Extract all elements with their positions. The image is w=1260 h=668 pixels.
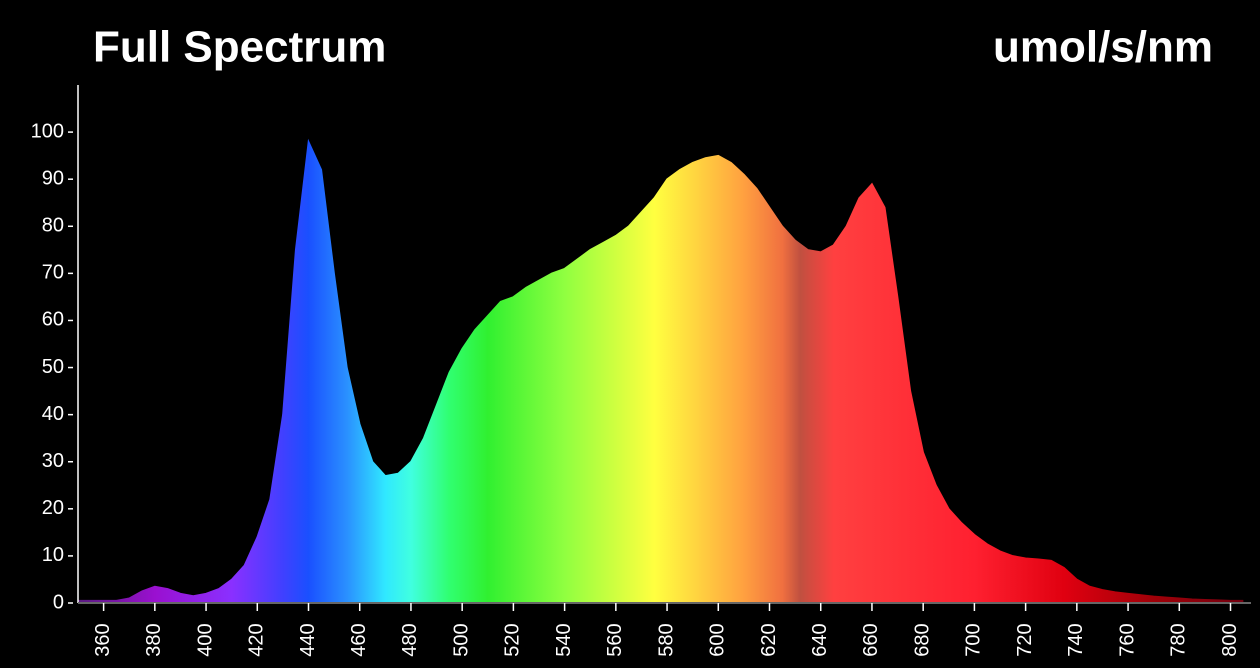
x-tick-label: 440 bbox=[297, 623, 319, 656]
x-tick-label: 620 bbox=[758, 623, 780, 656]
x-tick-label: 740 bbox=[1065, 623, 1087, 656]
x-tick-label: 560 bbox=[604, 623, 626, 656]
x-tick-label: 720 bbox=[1014, 623, 1036, 656]
y-tick-label: 60 bbox=[42, 309, 64, 331]
y-tick-label: 50 bbox=[42, 356, 64, 378]
y-tick-label: 20 bbox=[42, 497, 64, 519]
x-tick-label: 640 bbox=[809, 623, 831, 656]
y-tick-label: 40 bbox=[42, 403, 64, 425]
x-tick-label: 400 bbox=[194, 623, 216, 656]
x-tick-label: 760 bbox=[1116, 623, 1138, 656]
x-tick-label: 480 bbox=[399, 623, 421, 656]
x-tick-label: 800 bbox=[1219, 623, 1241, 656]
y-tick-label: 30 bbox=[42, 450, 64, 472]
y-tick-label: 80 bbox=[42, 215, 64, 237]
y-tick-label: 70 bbox=[42, 262, 64, 284]
x-tick-label: 600 bbox=[707, 623, 729, 656]
x-tick-label: 580 bbox=[655, 623, 677, 656]
chart-title: Full Spectrum bbox=[93, 23, 386, 72]
spectrum-fill bbox=[78, 141, 1244, 603]
x-tick-label: 780 bbox=[1168, 623, 1190, 656]
x-tick-label: 540 bbox=[553, 623, 575, 656]
x-tick-label: 520 bbox=[502, 623, 524, 656]
x-tick-label: 680 bbox=[911, 623, 933, 656]
x-tick-label: 700 bbox=[963, 623, 985, 656]
x-tick-label: 500 bbox=[450, 623, 472, 656]
y-tick-label: 90 bbox=[42, 167, 64, 189]
x-tick-label: 380 bbox=[143, 623, 165, 656]
x-tick-label: 660 bbox=[860, 623, 882, 656]
y-tick-label: 100 bbox=[31, 120, 64, 142]
x-tick-label: 360 bbox=[92, 623, 114, 656]
x-tick-label: 460 bbox=[348, 623, 370, 656]
x-tick-label: 420 bbox=[246, 623, 268, 656]
unit-label: umol/s/nm bbox=[993, 23, 1213, 72]
y-tick-label: 0 bbox=[53, 591, 64, 613]
y-tick-label: 10 bbox=[42, 544, 64, 566]
spectrum-area bbox=[78, 138, 1244, 602]
